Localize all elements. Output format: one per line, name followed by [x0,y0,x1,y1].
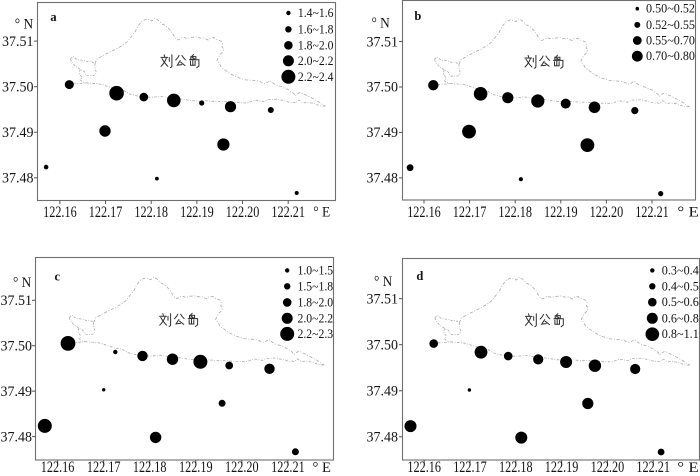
svg-text:° N: ° N [372,15,390,31]
svg-text:37.49: 37.49 [367,125,399,141]
svg-text:37.50: 37.50 [1,338,33,354]
svg-text:37.49: 37.49 [367,383,399,399]
svg-text:122.19: 122.19 [180,204,214,221]
svg-text:37.51: 37.51 [1,293,33,309]
svg-text:122.20: 122.20 [591,459,625,476]
svg-text:37.50: 37.50 [367,337,399,353]
svg-text:122.20: 122.20 [226,204,260,221]
svg-text:122.20: 122.20 [225,459,259,476]
svg-text:1.0~1.5: 1.0~1.5 [298,263,334,277]
svg-text:122.20: 122.20 [590,204,624,221]
svg-text:122.17: 122.17 [87,459,121,476]
svg-text:122.16: 122.16 [407,459,441,476]
svg-text:122.21: 122.21 [271,459,305,476]
svg-text:2.0~2.2: 2.0~2.2 [298,54,334,68]
svg-text:0.3~0.4: 0.3~0.4 [662,263,700,277]
svg-text:2.2~2.4: 2.2~2.4 [298,70,334,84]
svg-text:0.6~0.8: 0.6~0.8 [662,311,699,325]
svg-text:1.6~1.8: 1.6~1.8 [298,22,334,36]
svg-text:37.48: 37.48 [367,430,399,446]
svg-text:122.17: 122.17 [453,459,487,476]
svg-text:122.19: 122.19 [179,459,213,476]
svg-text:122.18: 122.18 [499,459,533,476]
svg-text:37.51: 37.51 [367,34,399,50]
svg-text:37.51: 37.51 [2,34,34,50]
svg-text:c: c [55,270,61,284]
svg-text:37.49: 37.49 [1,384,33,400]
svg-text:a: a [50,10,57,24]
svg-text:122.18: 122.18 [498,204,532,221]
svg-text:° N: ° N [13,275,31,291]
svg-text:37.50: 37.50 [2,79,34,95]
svg-text:37.51: 37.51 [367,291,399,307]
svg-text:d: d [416,269,423,283]
svg-text:° N: ° N [15,17,33,33]
svg-text:37.50: 37.50 [367,80,399,96]
svg-text:122.18: 122.18 [134,204,168,221]
svg-text:0.8~1.1: 0.8~1.1 [662,327,699,341]
svg-text:1.5~1.8: 1.5~1.8 [298,279,334,293]
svg-text:° E: ° E [313,460,331,476]
svg-text:b: b [414,9,421,23]
svg-text:122.19: 122.19 [545,459,579,476]
svg-text:122.21: 122.21 [635,204,669,221]
svg-text:122.21: 122.21 [271,204,305,221]
svg-text:122.18: 122.18 [133,459,167,476]
svg-text:122.17: 122.17 [453,204,487,221]
svg-text:0.52~0.55: 0.52~0.55 [646,18,695,32]
svg-text:2.2~2.3: 2.2~2.3 [298,327,334,341]
svg-text:37.49: 37.49 [2,125,34,141]
svg-text:0.50~0.52: 0.50~0.52 [646,2,695,16]
svg-text:122.17: 122.17 [89,204,123,221]
svg-text:0.5~0.6: 0.5~0.6 [662,295,699,309]
svg-text:122.16: 122.16 [41,459,75,476]
svg-text:2.0~2.2: 2.0~2.2 [298,311,334,325]
svg-text:122.16: 122.16 [43,204,77,221]
svg-text:0.4~0.5: 0.4~0.5 [662,279,699,293]
svg-text:122.21: 122.21 [636,459,670,476]
svg-text:122.16: 122.16 [407,204,441,221]
svg-text:37.48: 37.48 [367,171,399,187]
svg-text:0.70~0.80: 0.70~0.80 [646,49,695,63]
svg-text:1.8~2.0: 1.8~2.0 [298,295,334,309]
svg-text:° E: ° E [313,205,330,221]
svg-text:° E: ° E [677,460,698,476]
svg-text:1.8~2.0: 1.8~2.0 [298,38,334,52]
svg-text:1.4~1.6: 1.4~1.6 [298,6,334,20]
svg-text:° E: ° E [677,205,699,221]
svg-text:0.55~0.70: 0.55~0.70 [646,34,695,48]
svg-text:37.48: 37.48 [2,171,34,187]
svg-text:37.48: 37.48 [1,429,33,445]
svg-text:° N: ° N [374,274,392,290]
svg-text:122.19: 122.19 [544,204,578,221]
